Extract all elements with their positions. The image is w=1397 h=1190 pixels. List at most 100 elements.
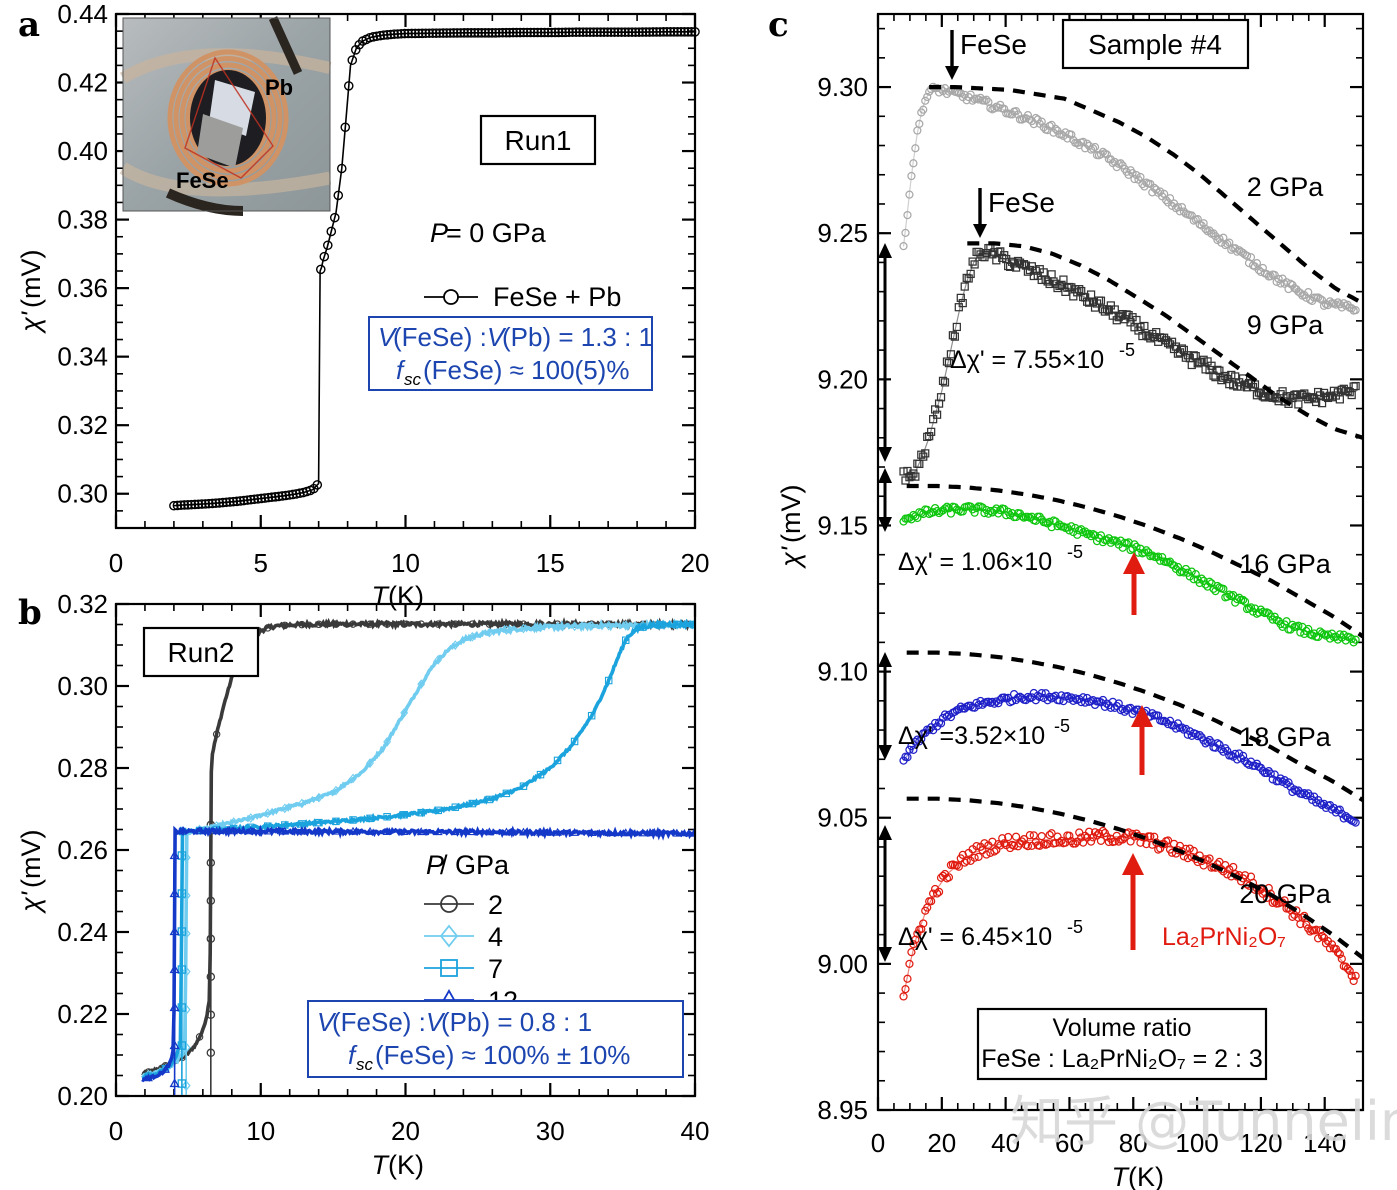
data-marker <box>1262 270 1271 279</box>
data-marker <box>1102 150 1111 159</box>
data-marker <box>366 620 374 628</box>
data-marker <box>1264 883 1273 893</box>
data-marker <box>1189 351 1198 360</box>
coil-turn <box>173 56 283 180</box>
legend-item-4GPa[interactable]: 4 <box>424 922 503 952</box>
data-marker <box>550 27 560 38</box>
data-marker <box>366 814 374 823</box>
delta-arrow-20gpa <box>878 825 892 962</box>
panel-b-ratio-box: V (FeSe) : V (Pb) = 0.8 : 1f sc (FeSe) ≈ … <box>307 1000 684 1078</box>
panel-a-inset-photo: Pb FeSe <box>119 16 332 216</box>
data-marker <box>434 620 442 628</box>
data-marker <box>1047 829 1056 838</box>
y-tick-label: 9.00 <box>817 949 868 979</box>
data-marker <box>281 621 289 630</box>
delta-annotation-18gpa: Δχ' =3.52×10 -5 <box>898 716 1070 750</box>
svg-text:(FeSe) ≈ 100(5)%: (FeSe) ≈ 100(5)% <box>423 355 629 385</box>
data-marker <box>929 508 938 517</box>
data-marker <box>424 28 435 39</box>
panel-c-series-16-GPa <box>899 501 1360 647</box>
data-marker <box>972 503 981 513</box>
data-marker <box>522 27 532 38</box>
data-marker <box>683 27 693 37</box>
svg-text:χ': χ' <box>16 311 46 334</box>
data-marker <box>403 28 414 39</box>
data-marker <box>1086 837 1096 846</box>
x-tick-label: 20 <box>681 548 710 578</box>
data-marker <box>974 95 983 104</box>
data-marker <box>1177 202 1187 212</box>
data-marker <box>366 758 374 768</box>
svg-text:V: V <box>317 1007 337 1037</box>
data-marker <box>406 28 417 39</box>
data-marker <box>958 298 967 308</box>
data-marker <box>1154 552 1163 561</box>
data-marker <box>315 792 323 803</box>
data-marker <box>473 28 483 38</box>
data-marker <box>1258 263 1267 273</box>
data-marker <box>211 498 221 509</box>
panel-c-frame <box>876 12 1365 1112</box>
data-marker <box>970 508 979 517</box>
data-marker <box>1189 575 1198 584</box>
data-marker <box>909 745 918 754</box>
data-marker <box>557 27 567 38</box>
data-marker <box>1203 737 1212 746</box>
panel-c-xlabel-unit: (K) <box>1128 1162 1164 1190</box>
data-marker <box>911 144 920 153</box>
data-marker <box>901 985 910 994</box>
data-marker <box>431 28 441 38</box>
data-marker <box>468 631 477 642</box>
data-marker <box>206 934 216 944</box>
data-marker <box>455 28 466 38</box>
data-marker <box>1061 838 1070 847</box>
panel-a-legend: FeSe + Pb <box>424 282 621 312</box>
data-marker <box>413 28 424 39</box>
data-marker <box>1349 976 1358 986</box>
data-marker <box>919 919 928 928</box>
legend-item-2GPa[interactable]: 2 <box>424 890 503 920</box>
data-marker <box>903 974 912 983</box>
x-tick-label: 140 <box>1303 1128 1346 1158</box>
ratio-line-2: f sc (FeSe) ≈ 100% ± 10% <box>348 1040 630 1074</box>
data-marker <box>621 828 631 837</box>
data-marker <box>1235 593 1244 602</box>
panel-c-plot <box>899 82 1362 1001</box>
y-tick-label: 0.28 <box>57 753 108 783</box>
panel-b-curve-12GPa <box>141 824 694 1083</box>
svg-text:(mV): (mV) <box>16 250 46 308</box>
data-marker <box>940 378 950 387</box>
data-marker <box>383 620 391 628</box>
data-marker <box>1223 592 1232 601</box>
data-marker <box>655 27 665 37</box>
data-marker <box>439 924 459 948</box>
legend-item-7GPa[interactable]: 7 <box>424 954 503 984</box>
data-marker <box>1266 889 1275 898</box>
data-marker <box>451 803 460 811</box>
data-marker <box>169 926 180 936</box>
data-marker <box>195 826 205 835</box>
panel-c-series-18-GPa <box>899 688 1360 827</box>
data-marker <box>1077 697 1086 707</box>
data-marker <box>326 226 337 237</box>
data-marker <box>1319 630 1329 639</box>
panel-b: b0 10 20 30 400.200.220.240.260.280.300.32T … <box>16 589 709 1180</box>
data-marker <box>1351 818 1360 827</box>
data-marker <box>672 27 683 37</box>
panel-b-legend: P / GPa24712 <box>424 850 518 1016</box>
data-marker <box>427 28 438 39</box>
data-marker <box>581 27 592 37</box>
data-marker <box>314 826 324 835</box>
data-marker <box>1274 274 1283 284</box>
data-marker <box>466 28 476 38</box>
data-marker <box>1201 224 1210 234</box>
data-marker <box>1347 971 1356 980</box>
data-marker <box>913 513 922 523</box>
data-marker <box>595 27 606 37</box>
data-marker <box>1075 285 1084 294</box>
data-marker <box>1264 766 1273 776</box>
data-marker <box>1193 214 1202 224</box>
data-marker <box>592 27 602 37</box>
data-marker <box>536 622 545 633</box>
data-marker <box>1195 578 1204 588</box>
